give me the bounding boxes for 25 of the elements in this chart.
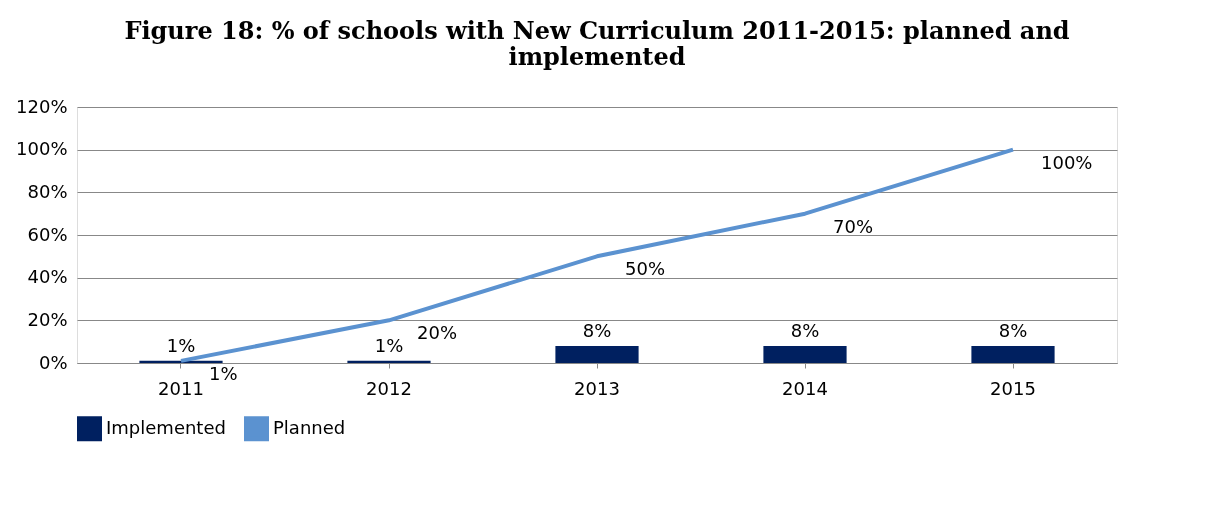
data-label: 100% bbox=[1041, 151, 1093, 173]
data-label: 8% bbox=[998, 319, 1028, 341]
y-tick-label: 80% bbox=[27, 180, 68, 202]
data-label: 50% bbox=[625, 258, 666, 280]
legend-label: Planned bbox=[273, 416, 346, 438]
y-tick-label: 20% bbox=[27, 308, 68, 330]
legend-label: Implemented bbox=[106, 416, 226, 438]
y-tick-label: 60% bbox=[27, 223, 68, 245]
y-tick-label: 100% bbox=[16, 138, 68, 160]
x-tick-label: 2011 bbox=[158, 377, 204, 399]
data-label: 8% bbox=[790, 319, 820, 341]
x-tick-label: 2014 bbox=[782, 377, 828, 399]
data-label: 20% bbox=[417, 322, 458, 344]
chart-title: Figure 18: % of schools with New Curriculum 2011-2015: planned and implemented bbox=[124, 16, 1070, 71]
data-label: 1% bbox=[209, 362, 238, 384]
x-tick-label: 2015 bbox=[990, 377, 1036, 399]
data-label: 1% bbox=[374, 334, 404, 356]
y-tick-label: 120% bbox=[16, 95, 68, 117]
data-label: 8% bbox=[582, 319, 612, 341]
y-tick-label: 40% bbox=[27, 266, 68, 288]
x-tick-label: 2013 bbox=[574, 377, 620, 399]
data-label: 1% bbox=[166, 334, 196, 356]
x-tick-label: 2012 bbox=[366, 377, 412, 399]
data-label: 70% bbox=[833, 215, 874, 237]
y-tick-label: 0% bbox=[38, 351, 68, 373]
